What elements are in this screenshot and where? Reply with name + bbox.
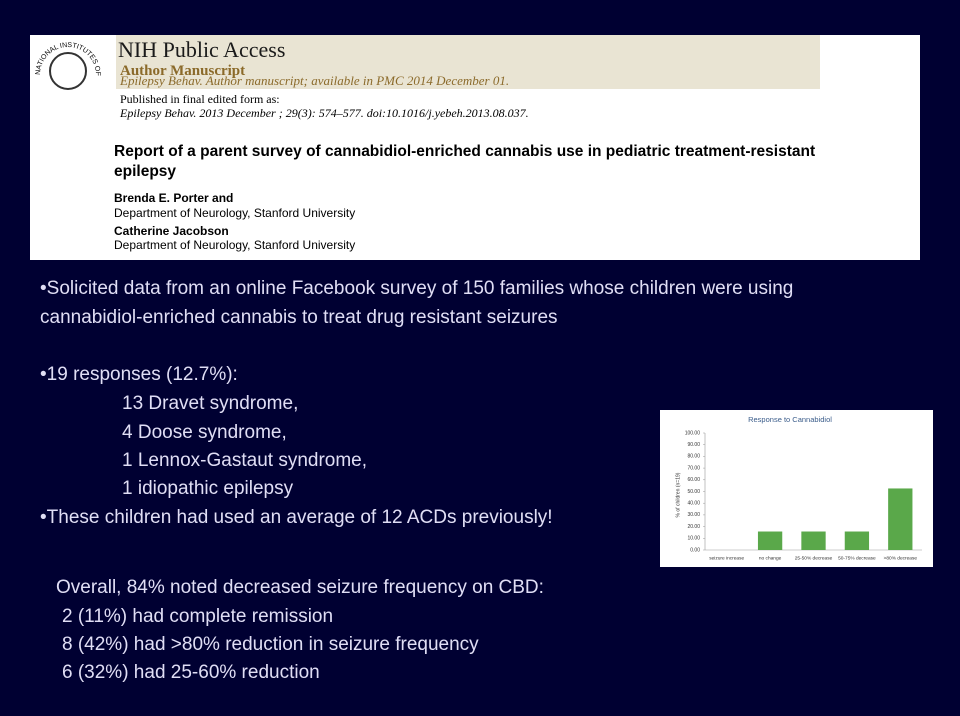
sub-item: 1 Lennox-Gastaut syndrome, xyxy=(122,450,368,471)
x-tick-label: >80% decrease xyxy=(884,555,918,561)
x-tick-label: 25-50% decrease xyxy=(795,555,833,561)
y-tick-label: 30.00 xyxy=(687,512,700,518)
bar xyxy=(888,488,913,550)
x-tick-label: seizure increase xyxy=(709,555,744,561)
chart: Response to Cannabidiol % of children (n… xyxy=(660,410,933,567)
logo: NATIONAL INSTITUTES OF HEALTH xyxy=(30,35,101,90)
published: Published in final edited form as: xyxy=(120,92,280,106)
author: Brenda E. Porter and xyxy=(114,191,234,205)
affiliation: Department of Neurology, Stanford Univer… xyxy=(114,206,356,220)
x-tick-label: 50-75% decrease xyxy=(838,555,876,561)
summary-line: 8 (42%) had >80% reduction in seizure fr… xyxy=(62,634,479,655)
paper-title: Report of a parent survey of cannabidiol… xyxy=(114,143,816,180)
author: Catherine Jacobson xyxy=(114,224,229,238)
chart-title: Response to Cannabidiol xyxy=(748,415,832,424)
bar xyxy=(844,531,870,550)
citation: Epilepsy Behav. 2013 December ; 29(3): 5… xyxy=(120,106,529,120)
bar xyxy=(757,531,783,550)
bullet: Solicited data from an online Facebook s… xyxy=(40,274,860,332)
bullet-text: Solicited data from an online Facebook s… xyxy=(40,278,794,328)
y-tick-label: 80.00 xyxy=(687,454,700,460)
bullet-text: These children had used an average of 12… xyxy=(46,507,553,528)
bullet: 19 responses (12.7%): xyxy=(40,360,238,389)
banner xyxy=(116,35,820,89)
affiliation: Department of Neurology, Stanford Univer… xyxy=(114,238,356,252)
sub-item: 1 idiopathic epilepsy xyxy=(122,478,294,499)
bullet-text: 19 responses (12.7%): xyxy=(46,364,238,385)
y-tick-label: 60.00 xyxy=(687,477,700,483)
summary-line: 6 (32%) had 25-60% reduction xyxy=(62,662,320,683)
logo-text: NATIONAL INSTITUTES OF HEALTH xyxy=(30,35,101,76)
journal: Epilepsy Behav. Author manuscript; avail… xyxy=(120,73,510,88)
sub-item: 13 Dravet syndrome, xyxy=(122,393,299,414)
y-axis-label: % of children (n=19) xyxy=(675,472,681,517)
y-tick-label: 70.00 xyxy=(687,465,700,471)
y-tick-label: 90.00 xyxy=(687,442,700,448)
bullet: These children had used an average of 12… xyxy=(40,503,553,532)
x-tick-label: no change xyxy=(759,555,782,561)
y-tick-label: 10.00 xyxy=(687,536,700,542)
summary-line: 2 (11%) had complete remission xyxy=(62,606,334,627)
logo-text: NATIONAL INSTITUTES OF HEALTH xyxy=(30,35,101,76)
title: NIH Public Access xyxy=(118,37,286,62)
y-tick-label: 0.00 xyxy=(690,547,700,553)
paper-header: NATIONAL INSTITUTES OF HEALTH NIH Public… xyxy=(30,35,920,260)
sub-item: 4 Doose syndrome, xyxy=(122,422,287,443)
summary-line: Overall, 84% noted decreased seizure fre… xyxy=(56,577,544,598)
subtitle: Author Manuscript xyxy=(120,63,246,79)
bar xyxy=(801,531,826,550)
y-tick-label: 50.00 xyxy=(687,489,700,495)
y-tick-label: 20.00 xyxy=(687,524,700,530)
y-tick-label: 40.00 xyxy=(687,501,700,507)
y-tick-label: 100.00 xyxy=(685,430,701,436)
